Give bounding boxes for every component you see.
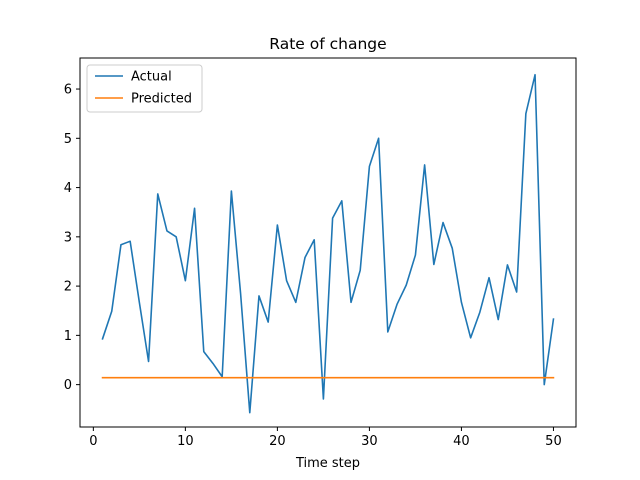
x-tick-label: 40 (453, 434, 470, 449)
x-tick-label: 10 (177, 434, 194, 449)
chart-title: Rate of change (269, 35, 386, 53)
x-tick-label: 0 (89, 434, 97, 449)
legend-label-actual: Actual (131, 70, 172, 85)
y-tick-label: 2 (64, 280, 72, 295)
legend-label-predicted: Predicted (131, 92, 192, 107)
x-tick-label: 50 (545, 434, 562, 449)
y-tick-label: 5 (64, 132, 72, 147)
x-tick-label: 30 (361, 434, 378, 449)
series-line-actual (101, 73, 555, 414)
y-tick-label: 3 (64, 230, 72, 245)
y-tick-label: 0 (64, 378, 72, 393)
plot-frame (79, 57, 577, 428)
x-tick-label: 20 (269, 434, 286, 449)
y-tick-label: 1 (64, 329, 72, 344)
y-tick-label: 4 (64, 181, 72, 196)
legend: Actual Predicted (86, 64, 203, 113)
y-tick-label: 6 (64, 83, 72, 98)
x-axis-label: Time step (295, 456, 360, 471)
